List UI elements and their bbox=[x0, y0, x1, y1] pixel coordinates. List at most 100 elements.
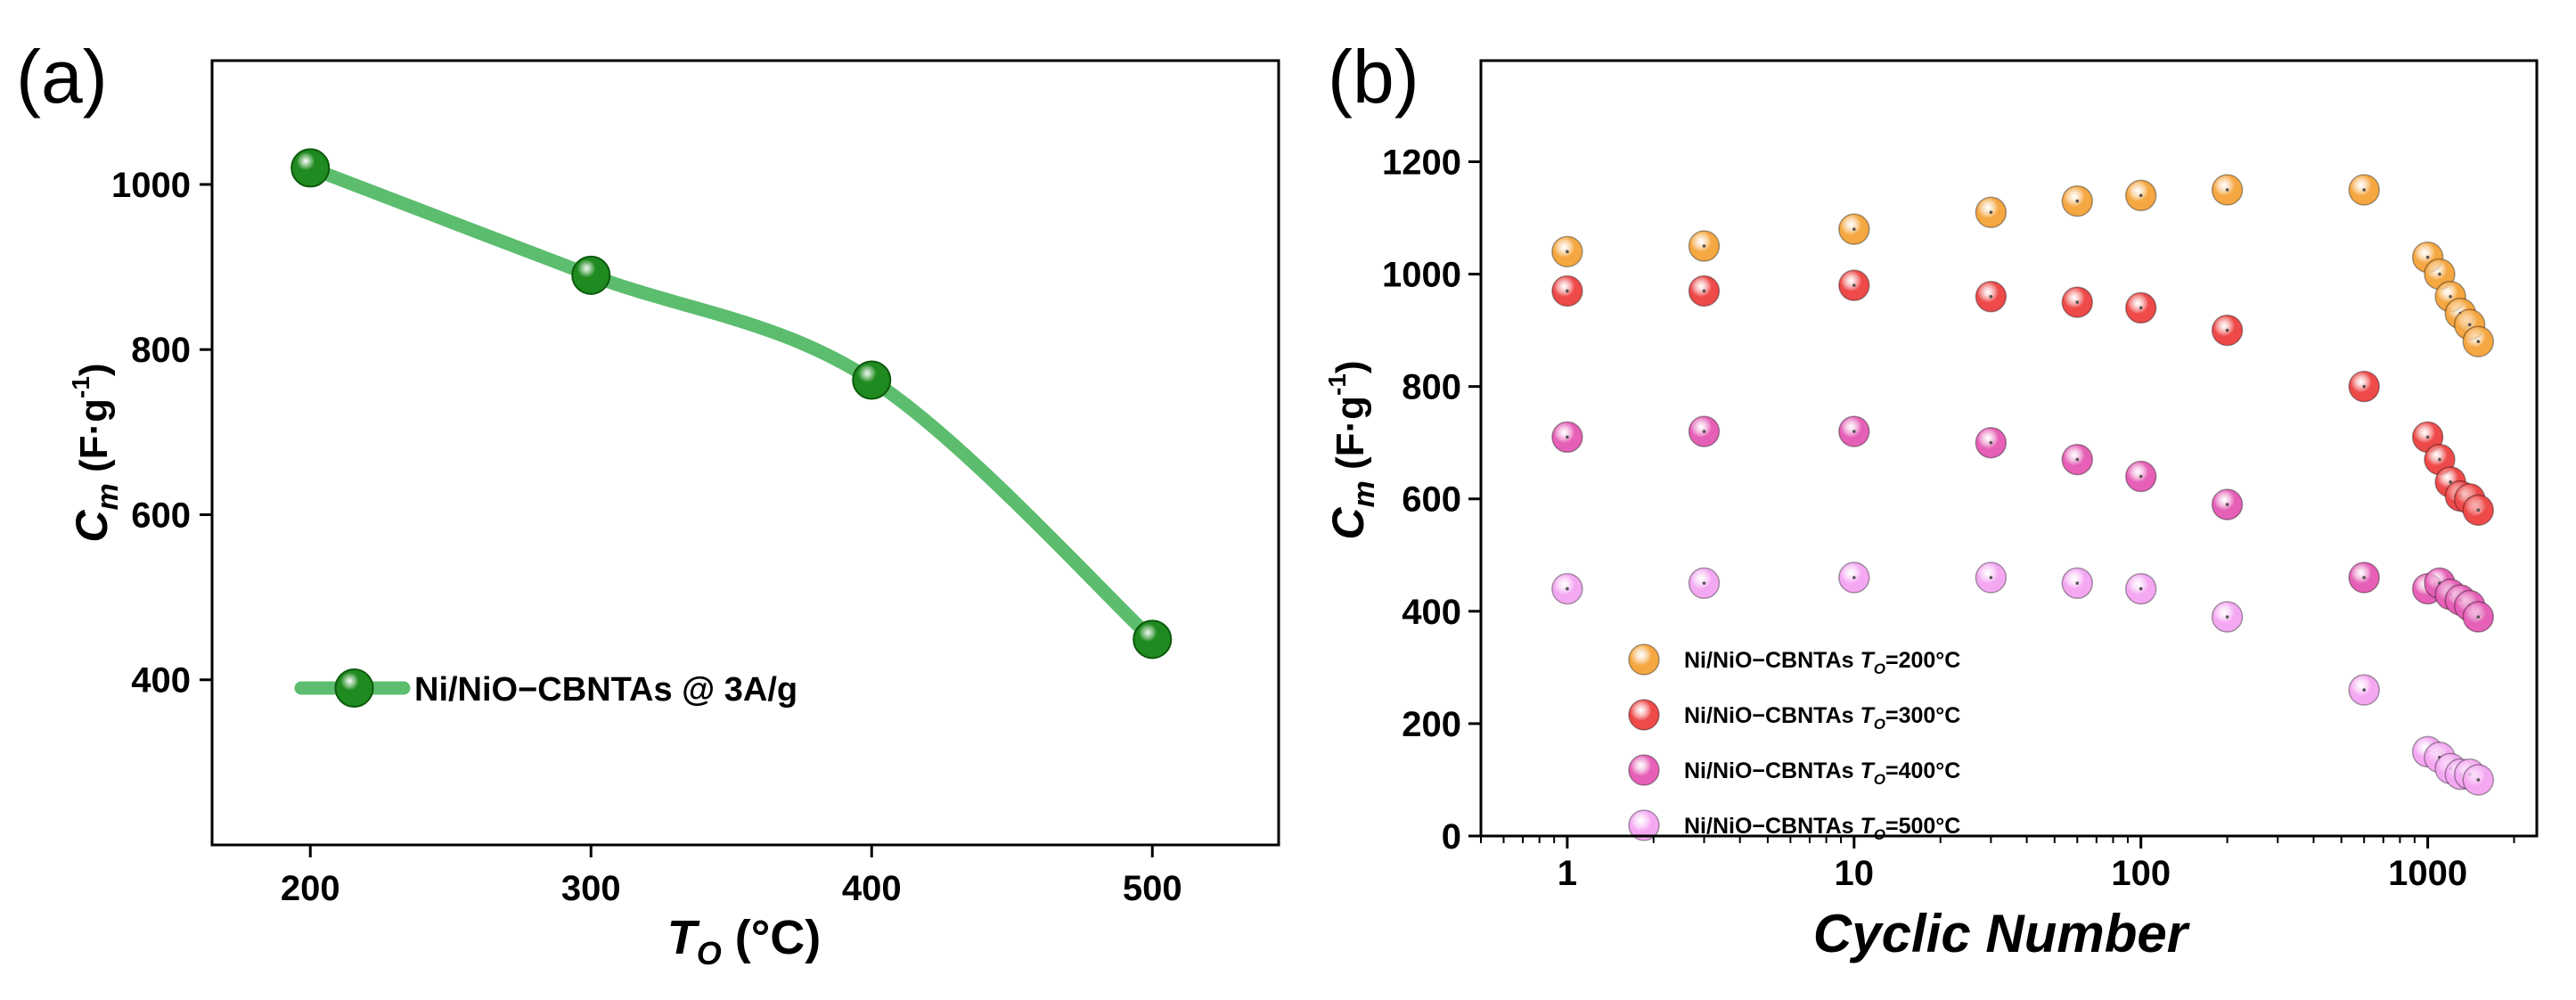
series-line bbox=[303, 160, 1159, 646]
panel-a-x-title-main: T bbox=[667, 911, 700, 964]
panel-b-y-title-sub: m bbox=[1347, 480, 1381, 507]
data-point-center bbox=[2225, 503, 2229, 506]
x-tick-label: 100 bbox=[2111, 854, 2171, 893]
data-point bbox=[852, 360, 892, 400]
legend-T: T bbox=[1860, 758, 1876, 783]
legend-series-name: Ni/NiO−CBNTAs bbox=[1684, 758, 1860, 783]
data-point bbox=[1133, 619, 1173, 660]
data-point-center bbox=[1566, 250, 1569, 254]
data-point-center bbox=[2225, 615, 2229, 619]
panel-b-y-title-unit: (F·g bbox=[1329, 396, 1372, 480]
panel-a: (a) 200 300 400 500 400 600 800 1000 Ni/NiO−CBNT… bbox=[16, 35, 1280, 971]
data-point-center bbox=[1702, 581, 1706, 586]
legend-marker bbox=[1628, 809, 1660, 841]
legend-T-sub: O bbox=[1874, 660, 1885, 677]
legend-series-name: Ni/NiO−CBNTAs bbox=[1684, 648, 1860, 673]
x-tick-label: 500 bbox=[1123, 869, 1182, 908]
legend-marker bbox=[334, 668, 374, 708]
y-tick-label: 400 bbox=[1402, 593, 1461, 632]
data-point-center bbox=[2225, 188, 2229, 192]
y-tick-label: 800 bbox=[1402, 368, 1461, 407]
data-point bbox=[290, 148, 331, 188]
panel-b-frame bbox=[1479, 59, 2539, 838]
y-tick-label: 600 bbox=[1402, 480, 1461, 520]
data-point-center bbox=[2438, 272, 2441, 276]
panel-a-x-title-sub: O bbox=[697, 935, 722, 971]
legend-label: Ni/NiO−CBNTAs TO=400°C bbox=[1684, 758, 1960, 788]
panel-b-letter: (b) bbox=[1328, 35, 1419, 119]
panel-a-y-title-unit: (F·g bbox=[72, 398, 116, 483]
panel-a-y-title: Cm (F·g-1) bbox=[67, 363, 125, 542]
data-point-center bbox=[2075, 199, 2080, 203]
panel-a-y-title-sub: m bbox=[91, 483, 125, 510]
svg-text:Cm (F·g-1): Cm (F·g-1) bbox=[67, 363, 125, 542]
data-point-center bbox=[2138, 474, 2143, 479]
panel-b-plot-area: 1 10 100 1000 0 200 400 600 800 1000 1200 Ni/NiO−CB… bbox=[1382, 143, 2515, 893]
legend-T: T bbox=[1860, 703, 1876, 728]
data-point-center bbox=[1566, 289, 1569, 293]
legend-label: Ni/NiO−CBNTAs TO=200°C bbox=[1684, 648, 1960, 677]
legend-T: T bbox=[1860, 648, 1876, 673]
x-tick-label: 400 bbox=[842, 869, 902, 908]
data-point-center bbox=[2075, 457, 2080, 462]
data-point-center bbox=[1702, 244, 1706, 248]
data-point-center bbox=[2476, 615, 2481, 619]
data-point-center bbox=[2075, 300, 2080, 304]
legend-temp: =500°C bbox=[1885, 814, 1960, 839]
data-point-center bbox=[1702, 430, 1706, 433]
legend-series-name: Ni/NiO−CBNTAs bbox=[1684, 814, 1860, 839]
x-tick-label: 200 bbox=[281, 869, 340, 908]
data-point-center bbox=[2362, 188, 2366, 192]
data-point-center bbox=[1989, 576, 1993, 579]
data-point-center bbox=[1989, 440, 1993, 445]
data-point-center bbox=[2075, 581, 2080, 586]
legend-T: T bbox=[1860, 814, 1876, 839]
legend-temp: =300°C bbox=[1885, 703, 1960, 728]
data-point-center bbox=[2476, 508, 2481, 512]
panel-b-y-title-main: C bbox=[1323, 507, 1373, 540]
data-point-center bbox=[2362, 384, 2366, 389]
data-point-center bbox=[1852, 576, 1856, 579]
y-tick-label: 0 bbox=[1442, 817, 1461, 857]
y-tick-label: 1000 bbox=[111, 166, 191, 205]
data-point-center bbox=[2467, 323, 2472, 327]
panel-a-y-title-main: C bbox=[67, 510, 117, 543]
legend-temp: =200°C bbox=[1885, 648, 1960, 673]
legend-series-name: Ni/NiO−CBNTAs bbox=[1684, 703, 1860, 728]
data-point-center bbox=[2138, 193, 2143, 198]
data-point-center bbox=[1852, 430, 1856, 433]
data-point-center bbox=[2425, 255, 2430, 259]
y-tick-label: 200 bbox=[1402, 705, 1461, 744]
data-point-center bbox=[2476, 778, 2481, 782]
data-point-center bbox=[1852, 283, 1856, 287]
data-point-center bbox=[1566, 586, 1569, 591]
panel-a-y-title-sup: -1 bbox=[67, 376, 94, 398]
data-point-center bbox=[2438, 457, 2441, 462]
legend-T-sub: O bbox=[1874, 771, 1885, 788]
legend-temp: =400°C bbox=[1885, 758, 1960, 783]
legend-label: Ni/NiO−CBNTAs TO=500°C bbox=[1684, 814, 1960, 843]
x-tick-label: 1000 bbox=[2388, 854, 2467, 893]
svg-text:Cm (F·g-1): Cm (F·g-1) bbox=[1323, 360, 1381, 539]
panel-a-x-title: TO (°C) bbox=[667, 911, 822, 971]
data-point-center bbox=[2362, 576, 2366, 579]
data-point-center bbox=[2449, 294, 2452, 299]
panel-b-y-title: Cm (F·g-1) bbox=[1323, 360, 1381, 539]
panel-a-y-title-close: ) bbox=[72, 363, 116, 376]
y-tick-label: 1200 bbox=[1382, 143, 1461, 182]
data-point-center bbox=[1852, 227, 1856, 231]
legend-label: Ni/NiO−CBNTAs @ 3A/g bbox=[414, 671, 797, 709]
panel-a-x-title-unit: (°C) bbox=[722, 911, 822, 964]
data-point bbox=[571, 255, 611, 295]
panel-a-letter: (a) bbox=[16, 35, 108, 119]
data-point-center bbox=[2425, 435, 2430, 439]
x-tick-label: 10 bbox=[1835, 854, 1875, 893]
y-tick-label: 800 bbox=[131, 331, 191, 370]
legend-marker bbox=[1628, 643, 1660, 676]
panel-b-x-title: Cyclic Number bbox=[1813, 904, 2191, 963]
panel-a-plot-area: 200 300 400 500 400 600 800 1000 Ni/NiO−CBNTAs @… bbox=[111, 148, 1182, 908]
data-point-center bbox=[1566, 435, 1569, 439]
data-point-center bbox=[1702, 289, 1706, 293]
data-point-center bbox=[2449, 480, 2452, 484]
